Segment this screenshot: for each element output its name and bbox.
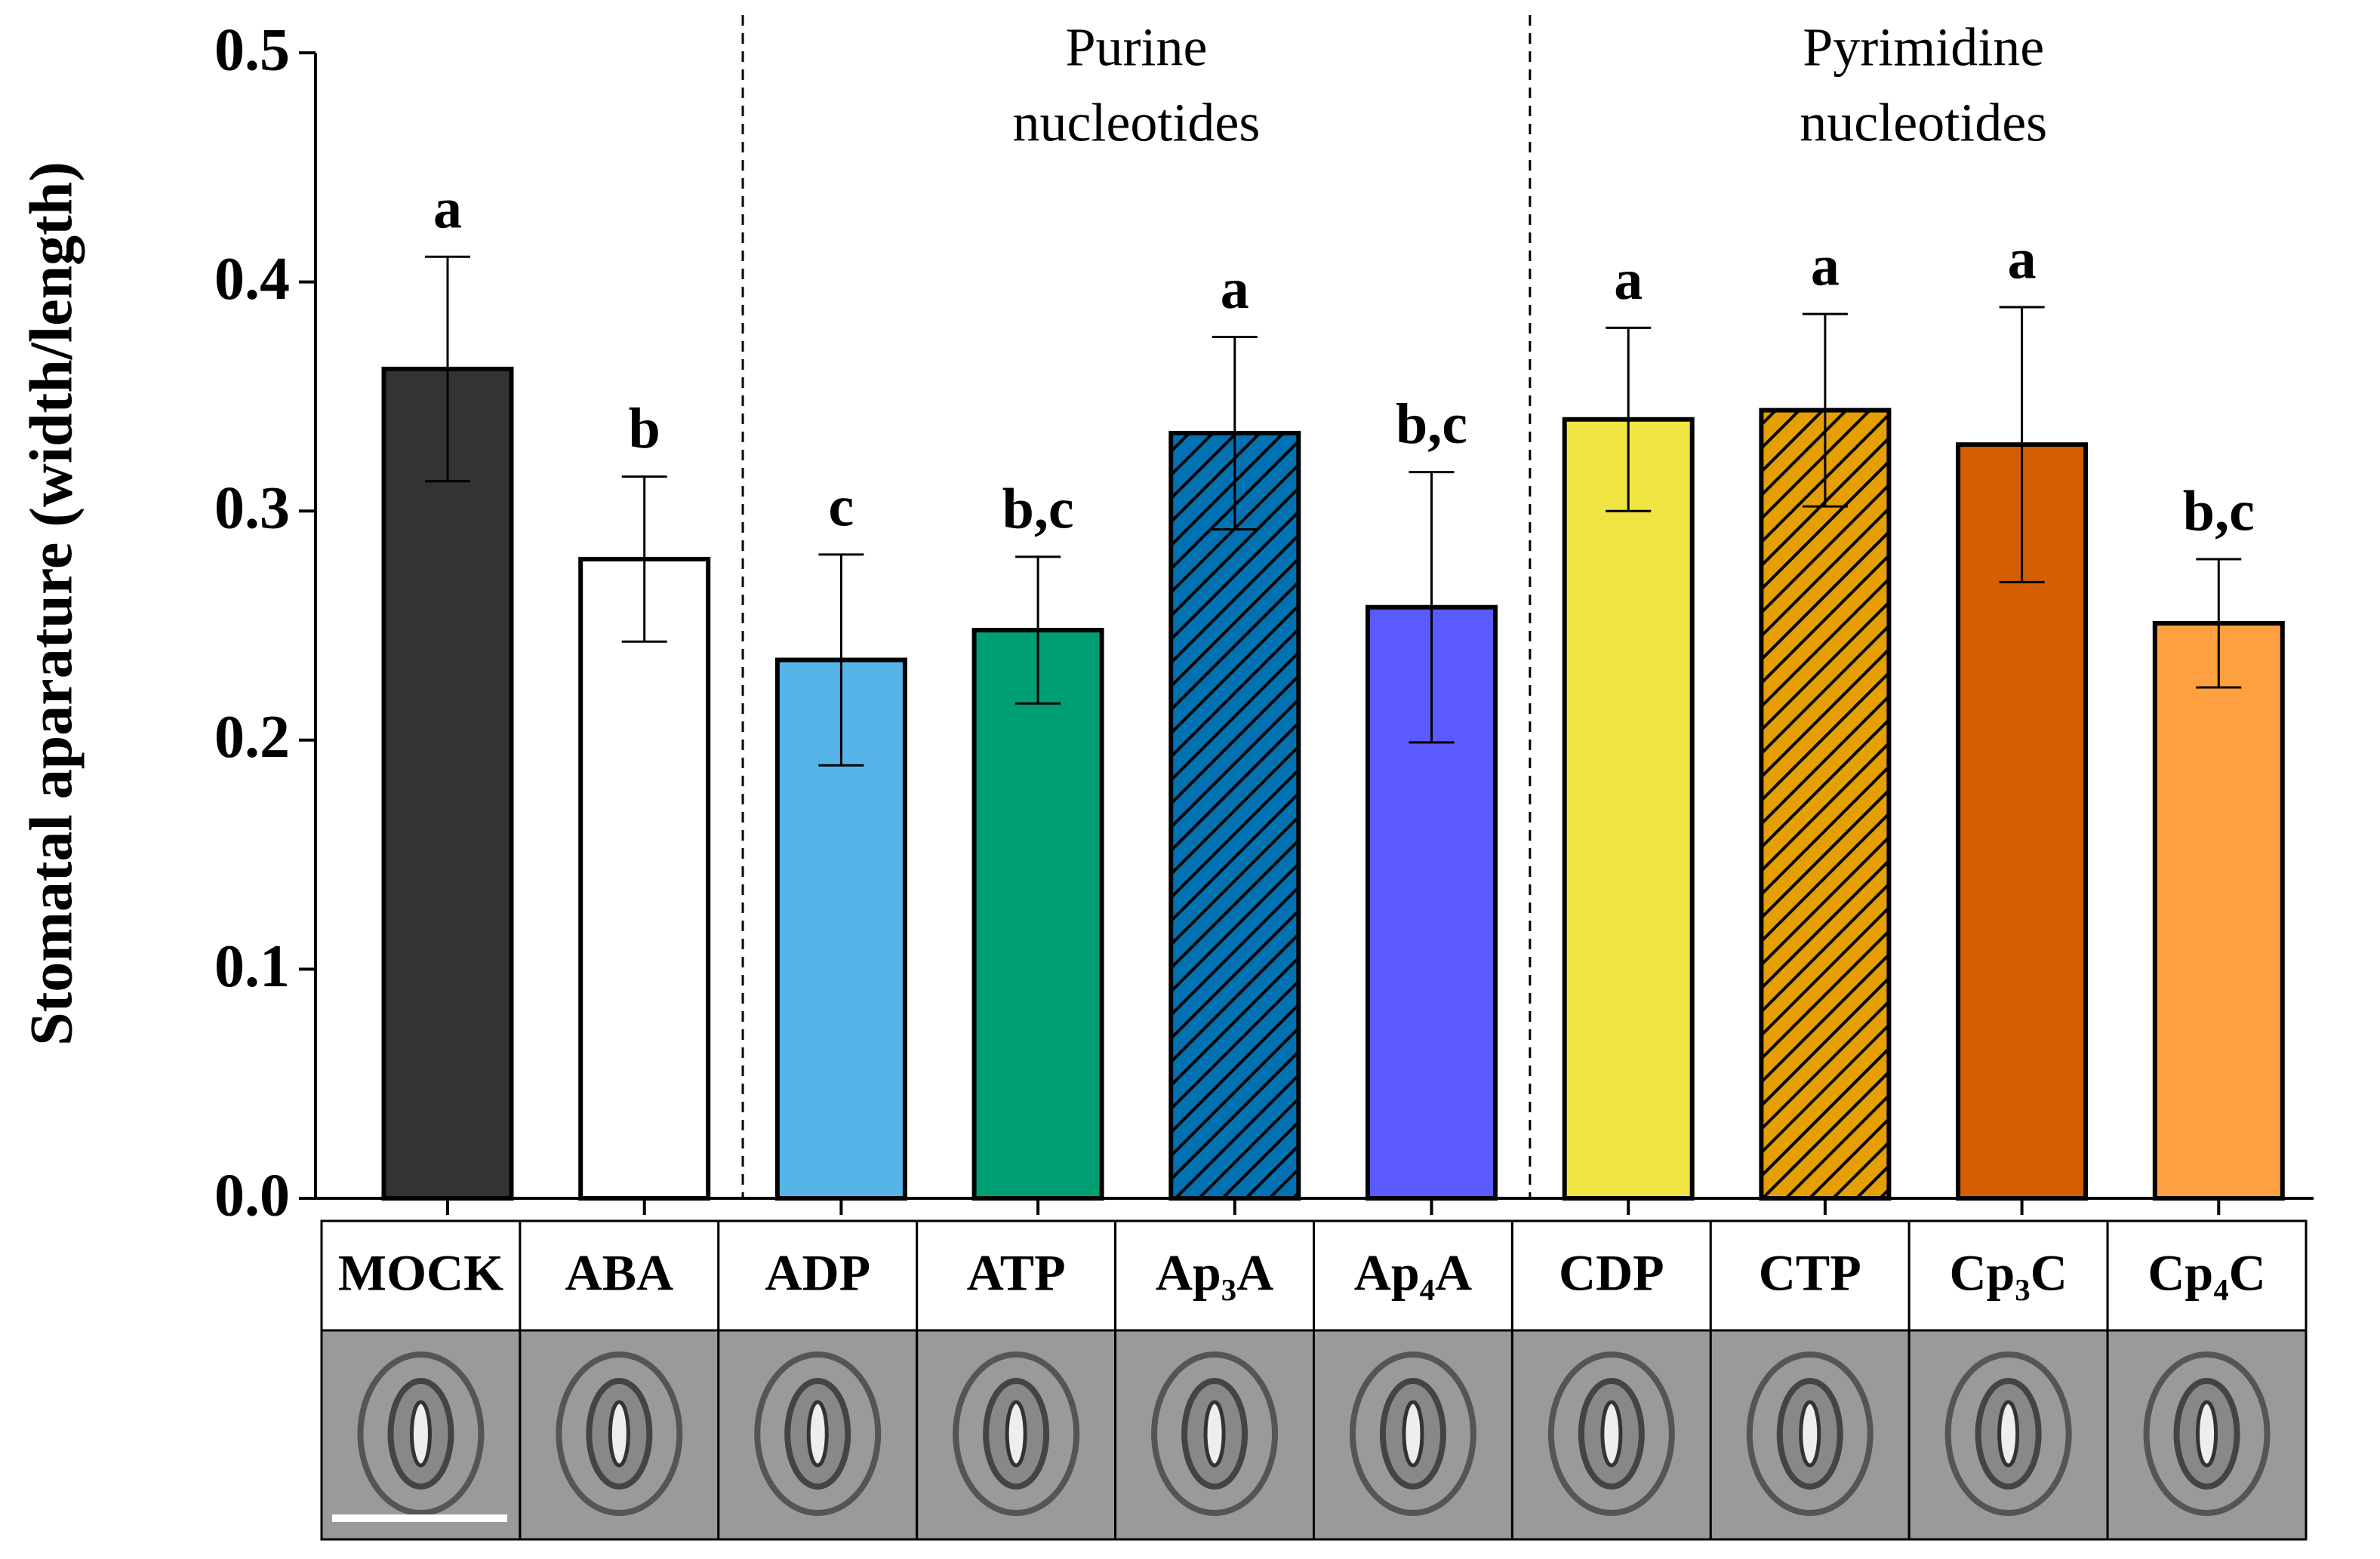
value-label: c bbox=[829, 475, 854, 538]
stoma-pore bbox=[1005, 1400, 1027, 1468]
value-label: a bbox=[2008, 227, 2037, 291]
value-label: b,c bbox=[2183, 479, 2255, 543]
stoma-guard bbox=[357, 1351, 485, 1516]
stoma-guard bbox=[2143, 1351, 2271, 1516]
value-label: a bbox=[1614, 248, 1643, 312]
y-tick-label: 0.1 bbox=[214, 933, 290, 1000]
stoma-pore bbox=[1997, 1400, 2020, 1468]
label-box bbox=[1709, 1219, 1910, 1332]
bar bbox=[2152, 620, 2285, 1201]
bar bbox=[971, 628, 1104, 1201]
bar bbox=[381, 366, 514, 1201]
group-label: Pyrimidine bbox=[1803, 17, 2044, 78]
x-tick-label: CTP bbox=[1759, 1244, 1861, 1302]
x-tick-label: Cp₄C bbox=[2148, 1244, 2265, 1302]
label-box bbox=[1313, 1219, 1513, 1332]
y-tick-label: 0.0 bbox=[214, 1162, 290, 1228]
stoma-pore bbox=[1402, 1400, 1424, 1468]
x-tick-label: Ap₄A bbox=[1354, 1244, 1472, 1302]
stoma-pore bbox=[806, 1400, 829, 1468]
label-box bbox=[2106, 1219, 2308, 1332]
value-label: b,c bbox=[1002, 477, 1074, 540]
stoma-guard bbox=[754, 1351, 882, 1516]
y-tick-label: 0.2 bbox=[214, 704, 290, 770]
stoma-guard bbox=[1944, 1351, 2072, 1516]
stoma-pore bbox=[409, 1400, 432, 1468]
stoma-guard bbox=[556, 1351, 683, 1516]
stoma-guard bbox=[1547, 1351, 1675, 1516]
y-tick-label: 0.4 bbox=[214, 246, 290, 312]
stoma-guard bbox=[953, 1351, 1080, 1516]
value-label: b bbox=[629, 397, 660, 460]
x-tick-label: MOCK bbox=[338, 1244, 503, 1302]
stoma-pore bbox=[1600, 1400, 1623, 1468]
label-box bbox=[916, 1219, 1117, 1332]
stoma-pore bbox=[608, 1400, 630, 1468]
stoma-pore bbox=[1203, 1400, 1226, 1468]
group-label: Purine bbox=[1065, 17, 1207, 78]
stoma-guard bbox=[1349, 1351, 1476, 1516]
value-label: a bbox=[1811, 235, 1840, 298]
x-tick-label: ATP bbox=[967, 1244, 1066, 1302]
x-tick-label: Cp₃C bbox=[1949, 1244, 2067, 1302]
label-box bbox=[1114, 1219, 1315, 1332]
value-label: a bbox=[1221, 257, 1249, 321]
x-tick-label: ABA bbox=[565, 1244, 674, 1302]
bar bbox=[1759, 407, 1892, 1201]
stoma-pore bbox=[2196, 1400, 2218, 1468]
value-label: b,c bbox=[1396, 392, 1467, 456]
bar bbox=[1562, 417, 1695, 1201]
y-axis-label: Stomatal aparature (width/length) bbox=[18, 161, 85, 1046]
group-label: nucleotides bbox=[1012, 93, 1260, 153]
x-tick-label: Ap₃A bbox=[1156, 1244, 1273, 1302]
label-box bbox=[717, 1219, 919, 1332]
bar bbox=[1168, 430, 1301, 1201]
y-tick-label: 0.5 bbox=[214, 17, 290, 83]
value-label: a bbox=[433, 177, 462, 241]
bar bbox=[578, 556, 711, 1201]
label-box bbox=[519, 1219, 720, 1332]
label-box bbox=[320, 1219, 522, 1332]
stoma-guard bbox=[1746, 1351, 1874, 1516]
group-label: nucleotides bbox=[1800, 93, 2047, 153]
y-tick-label: 0.3 bbox=[214, 475, 290, 542]
x-tick-label: CDP bbox=[1559, 1244, 1664, 1302]
stoma-guard bbox=[1151, 1351, 1279, 1516]
x-tick-label: ADP bbox=[765, 1244, 870, 1302]
stoma-pore bbox=[1799, 1400, 1821, 1468]
